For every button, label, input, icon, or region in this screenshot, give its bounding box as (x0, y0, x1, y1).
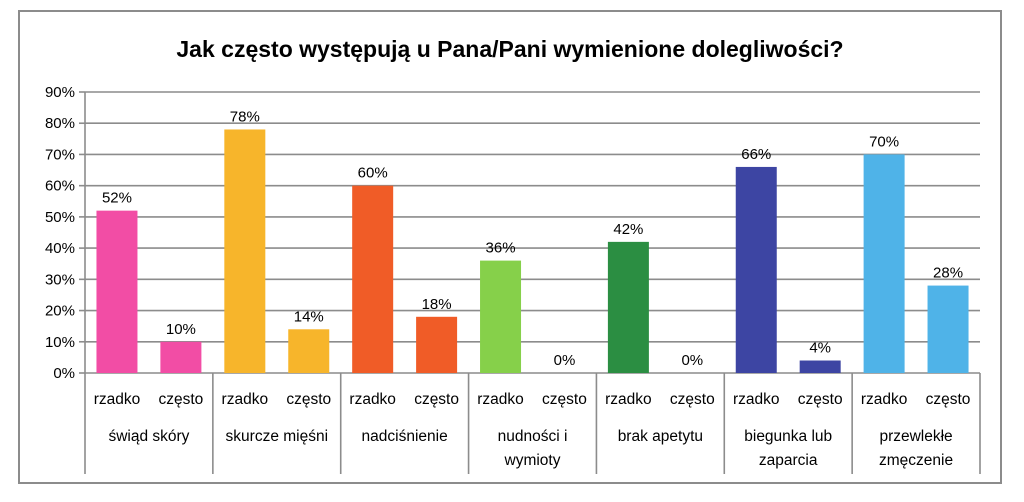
sub-category-label: rzadko (94, 391, 141, 408)
bars (96, 129, 969, 373)
sub-category-label: często (414, 391, 459, 408)
group-label: zmęczenie (879, 452, 953, 469)
bar (863, 154, 905, 373)
data-label: 60% (358, 165, 388, 182)
bar (607, 241, 649, 373)
category-labels: rzadko często świąd skóry rzadko często skurc… (94, 391, 971, 469)
gridlines (85, 91, 980, 343)
group-label: zaparcia (759, 452, 818, 469)
bar (480, 260, 522, 373)
sub-category-label: często (286, 391, 331, 408)
chart-title: Jak często występują u Pana/Pani wymieni… (176, 36, 843, 62)
sub-category-label: rzadko (349, 391, 396, 408)
sub-category-label: rzadko (861, 391, 908, 408)
data-label: 14% (294, 308, 324, 325)
sub-category-label: często (542, 391, 587, 408)
bar-chart: Jak często występują u Pana/Pani wymieni… (45, 36, 981, 474)
sub-category-label: często (798, 391, 843, 408)
group-label: wymioty (504, 452, 561, 469)
data-label: 0% (554, 352, 576, 369)
bar (735, 166, 777, 373)
sub-category-label: rzadko (477, 391, 524, 408)
data-label: 28% (933, 265, 963, 282)
bar (288, 329, 330, 373)
y-tick-label: 0% (53, 365, 75, 382)
group-label: biegunka lub (744, 428, 832, 445)
bar (927, 285, 969, 373)
axes: 0% 10% 20% 30% 40% 50% 60% 70% 80% 90% (45, 84, 981, 474)
bar (224, 129, 266, 373)
y-tick-label: 60% (45, 178, 75, 195)
data-label: 18% (422, 296, 452, 313)
y-tick-label: 90% (45, 84, 75, 101)
bar (352, 185, 394, 373)
y-tick-label: 10% (45, 334, 75, 351)
group-label: nudności i (498, 428, 568, 445)
sub-category-label: często (926, 391, 971, 408)
group-label: nadciśnienie (362, 428, 448, 445)
chart-frame: Jak często występują u Pana/Pani wymieni… (18, 10, 1002, 484)
group-label: brak apetytu (618, 428, 703, 445)
bar (799, 360, 841, 373)
group-label: przewlekłe (879, 428, 952, 445)
data-label: 4% (809, 340, 831, 357)
sub-category-label: rzadko (605, 391, 652, 408)
bar (96, 210, 138, 373)
bar (416, 316, 458, 373)
y-tick-label: 30% (45, 271, 75, 288)
data-label: 70% (869, 133, 899, 150)
data-label: 0% (681, 352, 703, 369)
bar (160, 341, 202, 373)
sub-category-label: często (158, 391, 203, 408)
data-label: 36% (486, 240, 516, 257)
group-label: skurcze mięśni (226, 428, 329, 445)
y-tick-label: 50% (45, 209, 75, 226)
data-label: 78% (230, 108, 260, 125)
data-label: 10% (166, 321, 196, 338)
y-tick-label: 20% (45, 303, 75, 320)
y-tick-label: 70% (45, 146, 75, 163)
data-labels: 52% 10% 78% 14% 60% 18% 36% 0% 42% 0% 66% 4% 70% 28% (102, 108, 963, 369)
data-label: 42% (613, 221, 643, 238)
y-tick-label: 80% (45, 115, 75, 132)
data-label: 52% (102, 190, 132, 207)
group-label: świąd skóry (108, 428, 189, 445)
y-tick-label: 40% (45, 240, 75, 257)
sub-category-label: rzadko (733, 391, 780, 408)
data-label: 66% (741, 146, 771, 163)
sub-category-label: często (670, 391, 715, 408)
sub-category-label: rzadko (222, 391, 269, 408)
